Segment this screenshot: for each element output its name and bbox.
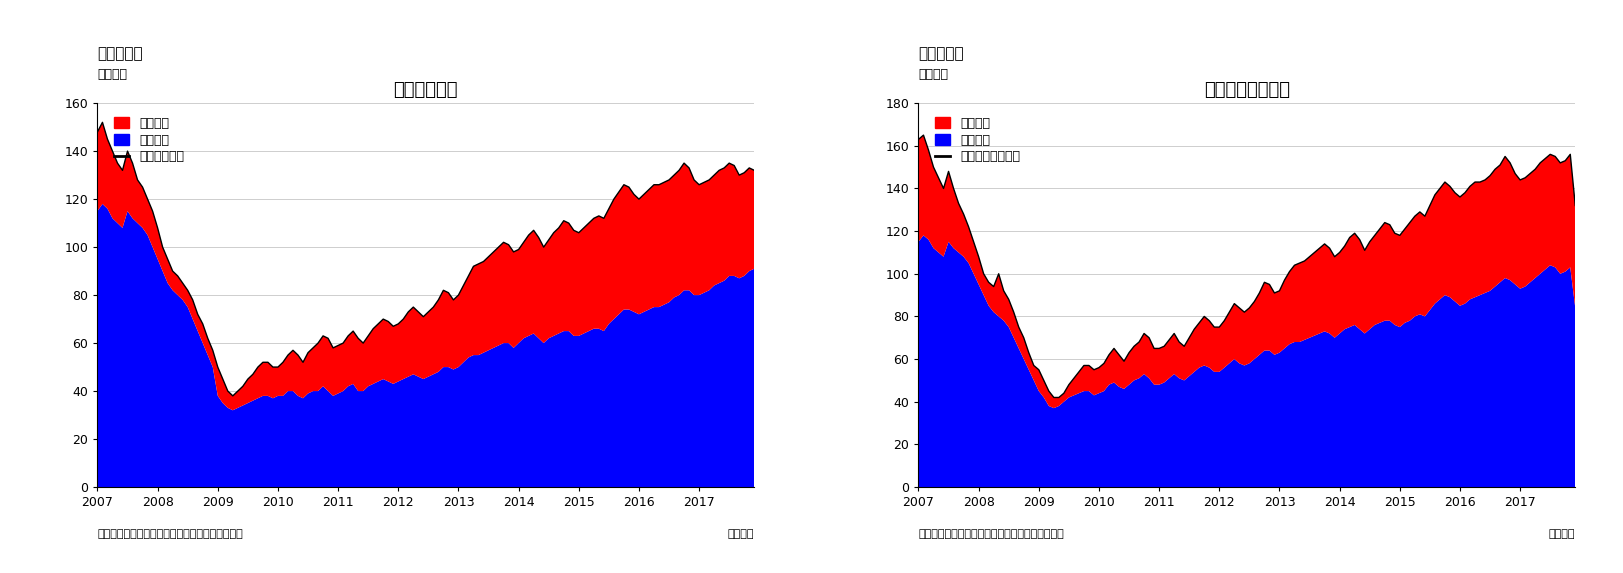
Text: （月次）: （月次） [727,529,753,539]
Title: 住宅着工許可件数: 住宅着工許可件数 [1203,81,1289,99]
Text: （月次）: （月次） [1548,529,1574,539]
Text: （資料）センサス局よりニッセイ基礎研究所作成: （資料）センサス局よりニッセイ基礎研究所作成 [97,529,243,539]
Text: （図表１）: （図表１） [97,46,143,61]
Text: （万件）: （万件） [919,68,948,81]
Title: 住宅着工件数: 住宅着工件数 [393,81,458,99]
Text: （万件）: （万件） [97,68,127,81]
Legend: 集合住宅, 一戸建て, 住宅建築許可件数: 集合住宅, 一戸建て, 住宅建築許可件数 [930,113,1022,167]
Text: （図表２）: （図表２） [919,46,964,61]
Text: （資料）センサス局よりニッセイ基礎研究所作成: （資料）センサス局よりニッセイ基礎研究所作成 [919,529,1063,539]
Legend: 集合住宅, 一戸建て, 住宅着工件数: 集合住宅, 一戸建て, 住宅着工件数 [110,113,188,167]
